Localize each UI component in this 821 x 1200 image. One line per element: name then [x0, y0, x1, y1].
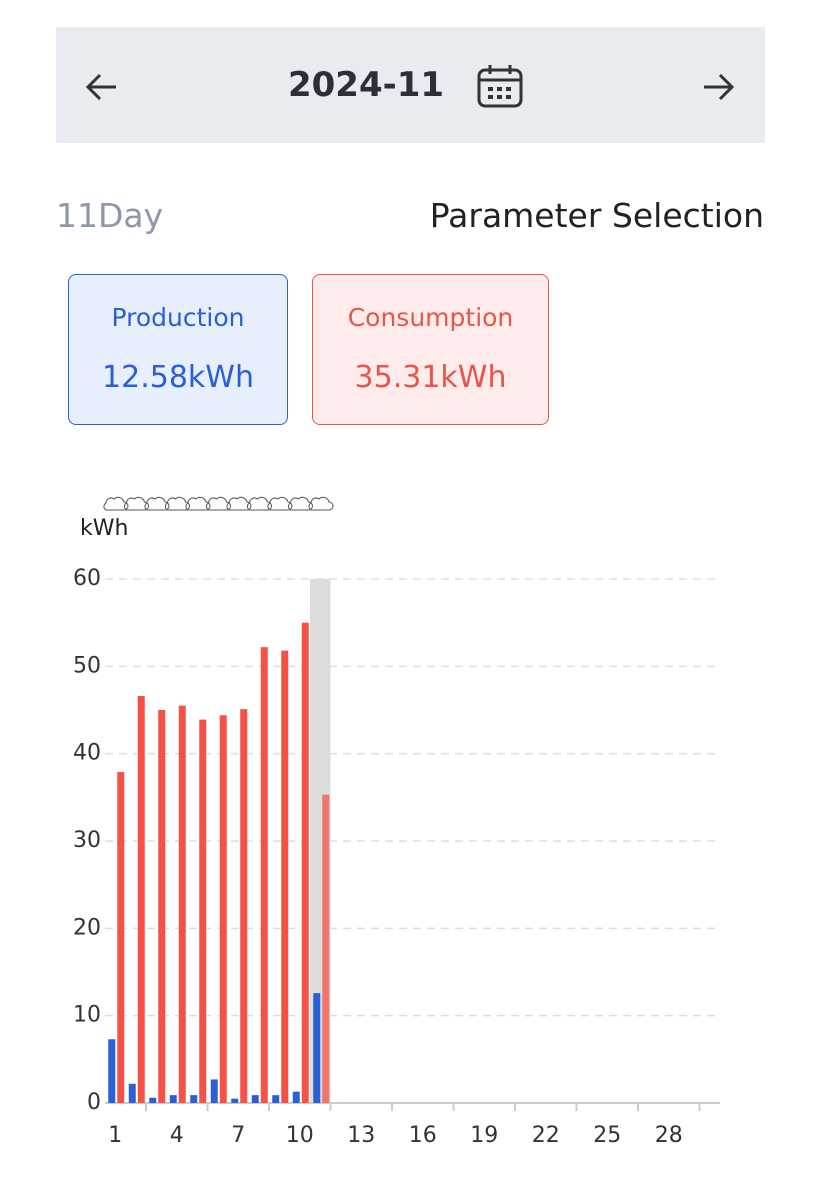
- bar: [117, 772, 125, 1103]
- weather-icons: [103, 496, 334, 511]
- weather-icon: [144, 496, 170, 511]
- weather-icon: [226, 496, 252, 511]
- weather-icon: [123, 496, 149, 511]
- month-title[interactable]: 2024-11: [287, 65, 445, 105]
- bar: [158, 710, 166, 1103]
- card-value: 35.31kWh: [354, 360, 507, 395]
- bar: [137, 696, 145, 1103]
- y-tick-label: 20: [73, 915, 101, 940]
- bar: [292, 1091, 300, 1103]
- next-button[interactable]: [698, 67, 738, 107]
- y-tick-label: 10: [73, 1003, 101, 1028]
- x-tick-label: 13: [347, 1123, 375, 1148]
- bar: [240, 709, 248, 1103]
- x-tick-label: 16: [409, 1123, 437, 1148]
- prev-button[interactable]: [82, 67, 122, 107]
- x-tick-label: 22: [532, 1123, 560, 1148]
- bar: [169, 1095, 177, 1103]
- card-label: Consumption: [347, 303, 514, 332]
- x-tick-label: 7: [231, 1123, 245, 1148]
- weather-icon: [164, 496, 190, 511]
- weather-icon: [267, 496, 293, 511]
- bar: [149, 1097, 157, 1103]
- day-label: 11Day: [56, 196, 164, 235]
- production-card[interactable]: Production 12.58kWh: [68, 274, 288, 425]
- y-tick-label: 50: [73, 653, 101, 678]
- bar: [108, 1039, 116, 1103]
- x-tick-label: 28: [655, 1123, 683, 1148]
- y-axis-label: kWh: [80, 516, 128, 541]
- calendar-button[interactable]: [476, 63, 526, 111]
- y-tick-label: 0: [87, 1090, 101, 1115]
- bar: [301, 622, 309, 1103]
- month-header: 2024-11: [56, 27, 765, 143]
- card-value: 12.58kWh: [102, 360, 254, 395]
- bar: [260, 647, 268, 1103]
- x-tick-label: 10: [286, 1123, 314, 1148]
- x-tick-label: 19: [470, 1123, 498, 1148]
- x-tick-label: 1: [108, 1123, 122, 1148]
- bar: [128, 1083, 136, 1103]
- bar: [178, 705, 186, 1103]
- bar: [210, 1079, 218, 1103]
- y-tick-label: 40: [73, 741, 101, 766]
- x-tick-label: 25: [593, 1123, 621, 1148]
- y-tick-label: 60: [73, 566, 101, 591]
- bar: [272, 1095, 280, 1103]
- weather-icon: [205, 496, 231, 511]
- weather-icon: [185, 496, 211, 511]
- bar: [281, 650, 289, 1103]
- x-tick-label: 4: [170, 1123, 184, 1148]
- consumption-card[interactable]: Consumption 35.31kWh: [312, 274, 549, 425]
- bar: [231, 1098, 239, 1103]
- bar: [313, 993, 321, 1103]
- weather-icon: [103, 496, 129, 511]
- bar: [251, 1095, 259, 1103]
- card-label: Production: [111, 303, 245, 332]
- bar: [199, 719, 207, 1103]
- weather-icon: [246, 496, 272, 511]
- weather-icon: [308, 496, 334, 511]
- y-tick-label: 30: [73, 828, 101, 853]
- parameter-selection[interactable]: Parameter Selection: [429, 196, 764, 235]
- bar: [322, 794, 330, 1103]
- bar: [190, 1095, 198, 1103]
- bar: [219, 715, 227, 1103]
- weather-icon: [287, 496, 313, 511]
